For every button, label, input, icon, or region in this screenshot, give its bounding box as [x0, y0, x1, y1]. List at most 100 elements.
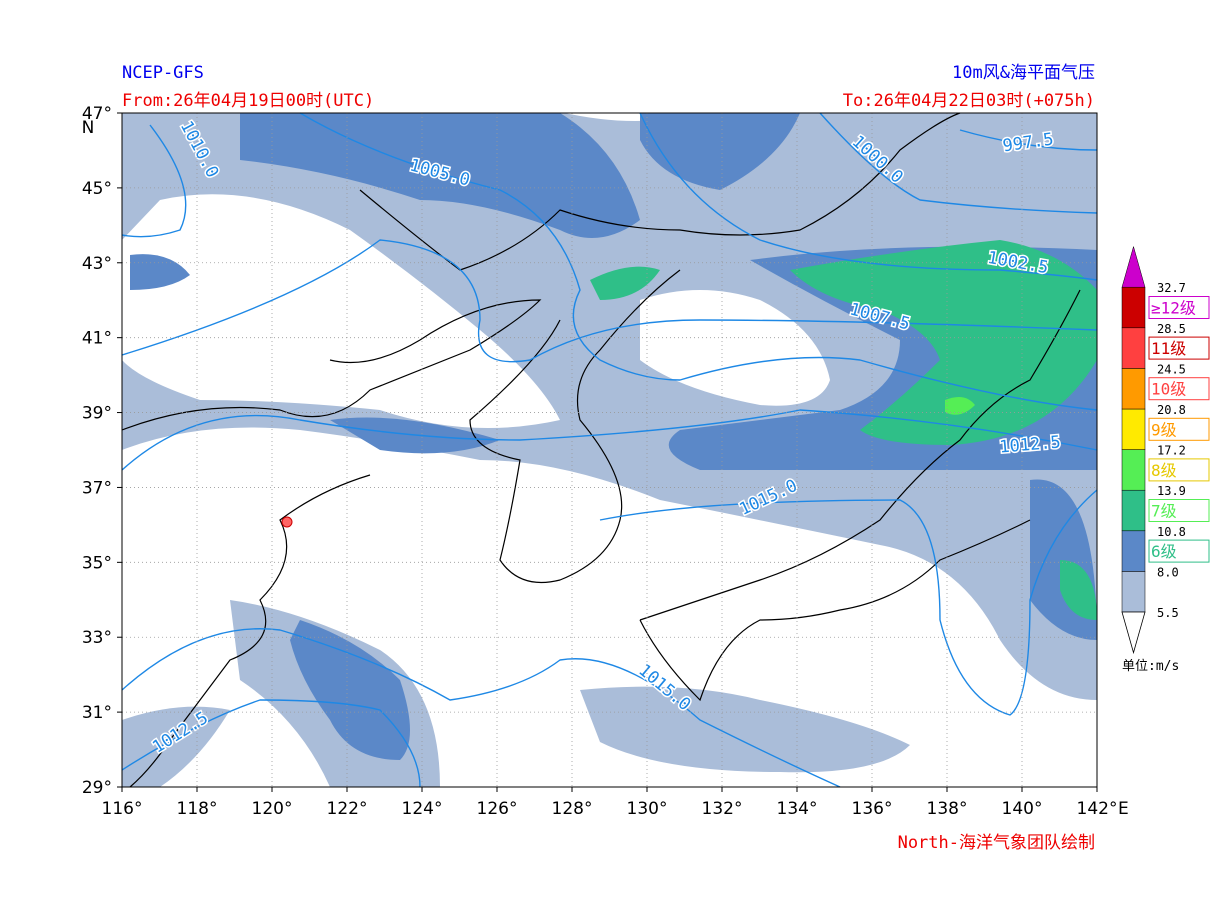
- colorbar-unit: 单位:m/s: [1122, 659, 1179, 674]
- isobar: [121, 124, 187, 238]
- map-frame: [121, 112, 1098, 788]
- y-tick-label: 39°: [82, 404, 112, 424]
- product-title: 10m风&海平面气压: [952, 63, 1095, 83]
- grade-label: 6级: [1151, 542, 1177, 561]
- shade: [640, 113, 800, 190]
- isobar-label: 1012.5: [999, 432, 1062, 457]
- x-tick-label: 122°: [327, 799, 368, 819]
- y-tick-label: 33°: [82, 628, 112, 648]
- colorbar-extend-top: [1121, 245, 1146, 288]
- wind-strong: [590, 240, 1097, 620]
- shade: [122, 706, 230, 787]
- y-tick-label: 45°: [82, 179, 112, 199]
- isobars: [121, 112, 1098, 788]
- grade-box: [1148, 458, 1210, 482]
- map-area: 1010.0 1005.0 1000.0 997.51002.51007.51012.…: [121, 112, 1098, 788]
- y-tick-label: 41°: [82, 329, 112, 349]
- grade-box: [1148, 377, 1210, 401]
- grade-box: [1148, 417, 1210, 441]
- x-tick-label: 140°: [1002, 799, 1043, 819]
- colorbar-tick-label: 10.8: [1157, 525, 1186, 539]
- y-tick-label: 47°: [82, 104, 112, 124]
- axis-ticks: 116° 118° 120° 122° 124° 126° 128° 130° 132° 134°…: [82, 104, 1118, 819]
- x-tick-label: 132°: [702, 799, 743, 819]
- y-unit: N: [82, 118, 95, 138]
- x-tick-label: 134°: [777, 799, 818, 819]
- colorbar-tick-label: 13.9: [1157, 484, 1186, 498]
- colorbar-tick-label: 32.7: [1157, 281, 1186, 295]
- grade-label: 9级: [1151, 420, 1177, 439]
- start-time: From:26年04月19日00时(UTC): [122, 91, 374, 111]
- calm-area: [122, 194, 560, 428]
- x-tick-label: 130°: [627, 799, 668, 819]
- shade: [580, 686, 910, 773]
- shade: [790, 240, 1097, 445]
- grade-label: 7级: [1151, 502, 1177, 521]
- isobar: [121, 628, 841, 788]
- grade-box: [1148, 336, 1210, 360]
- x-tick-label: 120°: [252, 799, 293, 819]
- coast: [121, 299, 542, 431]
- colorbar-segment: [1121, 368, 1146, 410]
- x-tick-label: 126°: [477, 799, 518, 819]
- y-tick-label: 35°: [82, 553, 112, 573]
- x-tick-label: 116°: [102, 799, 143, 819]
- grade-label: 11级: [1151, 339, 1186, 358]
- isobar: [121, 699, 421, 788]
- location-marker: [281, 516, 293, 528]
- calm-area: [640, 290, 830, 406]
- y-tick-label: 43°: [82, 254, 112, 274]
- isobar: [299, 112, 1098, 411]
- colorbar-tick-label: 24.5: [1157, 362, 1186, 376]
- colorbar-segment: [1121, 286, 1146, 329]
- colorbar-segment: [1121, 449, 1146, 491]
- end-time: To:26年04月22日03时(+075h): [843, 91, 1095, 111]
- grade-label: ≥12级: [1151, 299, 1196, 318]
- colorbar-tick-label: 8.0: [1157, 565, 1179, 579]
- x-tick-label: 118°: [177, 799, 218, 819]
- y-tick-label: 37°: [82, 478, 112, 498]
- colorbar: 5.5 8.0 10.8 13.9 17.2 20.8 24.5 28.5 32.7 6级 7级 8级…: [1121, 245, 1210, 655]
- colorbar-segment: [1121, 571, 1146, 613]
- x-tick-label: 142°: [1077, 799, 1118, 819]
- y-tick-label: 29°: [82, 778, 112, 798]
- colorbar-tick-label: 17.2: [1157, 444, 1186, 458]
- shade: [945, 396, 975, 415]
- x-tick-label: 124°: [402, 799, 443, 819]
- x-tick-label: 138°: [927, 799, 968, 819]
- coastlines: [121, 112, 1081, 788]
- shade: [590, 266, 660, 300]
- grade-label: 8级: [1151, 461, 1177, 480]
- isobar: [599, 489, 1098, 716]
- colorbar-segment: [1121, 327, 1146, 369]
- colorbar-tick-label: 5.5: [1157, 606, 1179, 620]
- x-unit: E: [1118, 799, 1129, 819]
- coast: [469, 269, 681, 584]
- isobar: [121, 409, 1098, 471]
- y-tick-label: 31°: [82, 703, 112, 723]
- calm: [122, 112, 830, 428]
- grade-box: [1148, 499, 1210, 522]
- colorbar-segment: [1121, 530, 1146, 572]
- grade-label: 10级: [1151, 380, 1186, 399]
- colorbar-segment: [1121, 408, 1146, 450]
- grade-box: [1148, 539, 1210, 563]
- coast: [639, 289, 1081, 702]
- x-tick-label: 136°: [852, 799, 893, 819]
- isobar: [639, 112, 1098, 281]
- colorbar-tick-label: 28.5: [1157, 322, 1186, 336]
- isobar: [819, 112, 1098, 214]
- shade: [1060, 560, 1097, 620]
- model-title: NCEP-GFS: [122, 63, 204, 83]
- credit: North-海洋气象团队绘制: [898, 833, 1095, 853]
- colorbar-tick-label: 20.8: [1157, 403, 1186, 417]
- isobar: [959, 129, 1098, 151]
- shade: [290, 620, 410, 760]
- x-tick-label: 128°: [552, 799, 593, 819]
- isobar: [121, 239, 1098, 363]
- shade: [240, 113, 640, 238]
- colorbar-extend-bottom: [1121, 611, 1146, 655]
- grade-box: [1148, 296, 1210, 319]
